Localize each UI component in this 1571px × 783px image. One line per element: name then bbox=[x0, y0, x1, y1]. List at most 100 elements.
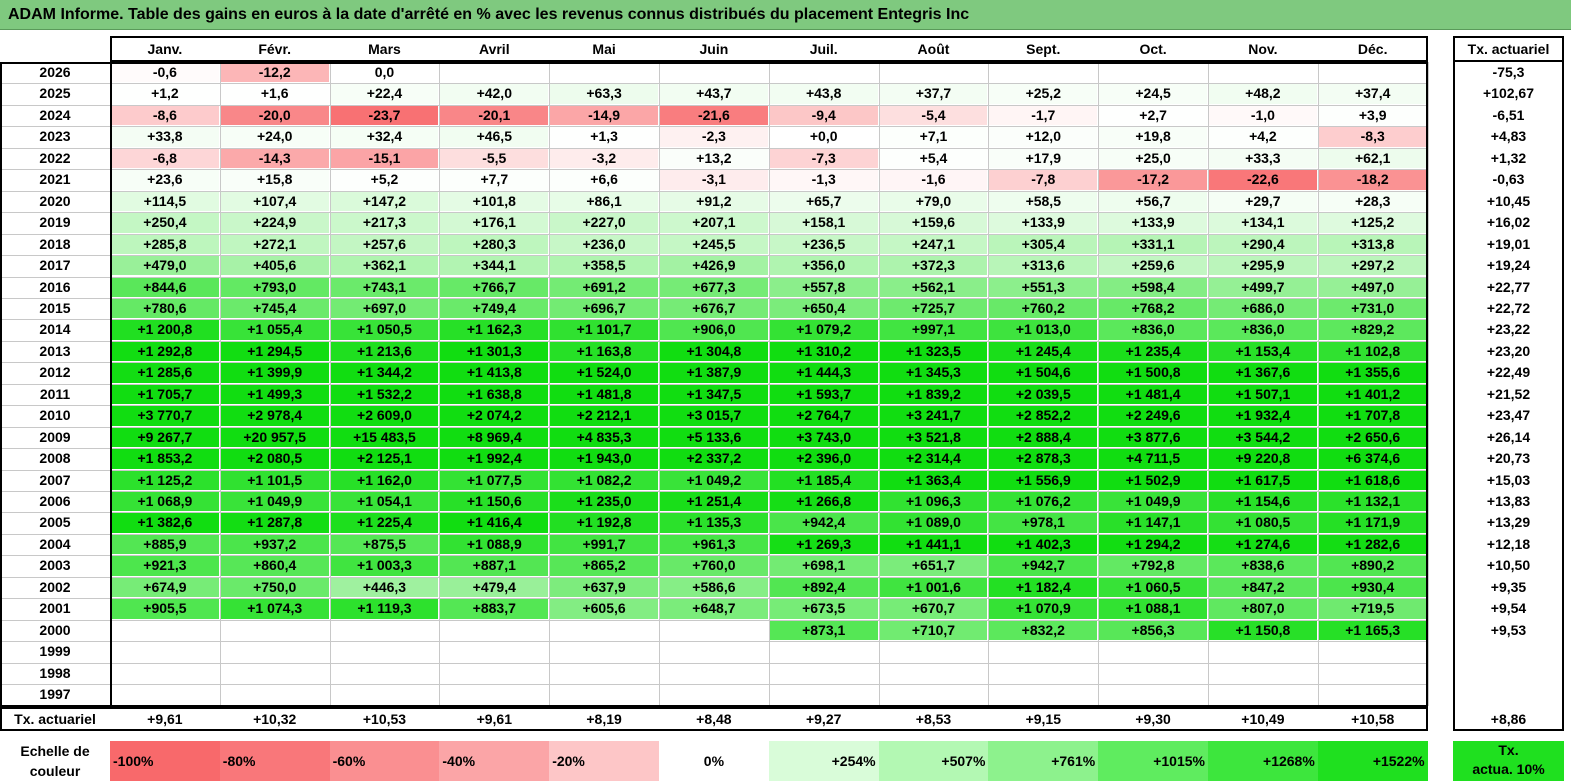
year-label: 2011 bbox=[39, 385, 71, 402]
gain-cell: +224,9 bbox=[220, 213, 329, 233]
gain-cell: -2,3 bbox=[660, 127, 768, 147]
gain-cell: +2 337,2 bbox=[660, 449, 768, 469]
gain-cell: +978,1 bbox=[989, 513, 1098, 533]
gain-cell: +3 544,2 bbox=[1209, 427, 1317, 448]
gain-cell: +768,2 bbox=[1099, 298, 1207, 319]
grid-line bbox=[0, 276, 1428, 278]
gain-cell: +865,2 bbox=[550, 556, 658, 576]
gain-cell: +1 089,0 bbox=[879, 513, 988, 533]
gain-cell: +250,4 bbox=[111, 213, 219, 233]
gain-cell bbox=[220, 620, 329, 641]
grid-line bbox=[0, 169, 1428, 171]
year-label: 2016 bbox=[39, 278, 71, 295]
gain-cell: +1 003,3 bbox=[330, 556, 439, 576]
gain-cell: +0,0 bbox=[769, 127, 878, 147]
row-rate bbox=[1453, 663, 1564, 684]
gain-cell: +1 119,3 bbox=[330, 599, 439, 619]
gain-cell: +1 050,5 bbox=[330, 320, 439, 340]
gain-cell: +1 162,0 bbox=[330, 470, 439, 490]
gain-cell: +1 096,3 bbox=[879, 492, 988, 512]
year-label: 2024 bbox=[39, 106, 71, 123]
gain-cell: +1 310,2 bbox=[769, 341, 878, 362]
gain-cell: -21,6 bbox=[660, 105, 768, 126]
grid-line bbox=[0, 62, 1428, 63]
gain-cell: -6,8 bbox=[111, 148, 219, 169]
gain-cell bbox=[1209, 663, 1317, 684]
gain-cell: +1 182,4 bbox=[989, 577, 1098, 598]
rate-header: Tx. actuariel bbox=[1453, 36, 1564, 62]
gain-cell: +2 074,2 bbox=[440, 406, 549, 426]
gain-cell: +42,0 bbox=[440, 84, 549, 104]
gain-cell: +1 402,3 bbox=[989, 534, 1098, 555]
year-label: 2018 bbox=[39, 235, 71, 252]
legend-swatch: +254% bbox=[768, 741, 879, 781]
gain-cell: +356,0 bbox=[769, 256, 878, 276]
gain-cell bbox=[989, 663, 1098, 684]
row-rate: +22,72 bbox=[1486, 299, 1531, 316]
gain-cell bbox=[1209, 685, 1317, 705]
gain-cell bbox=[550, 663, 658, 684]
gain-cell: +22,4 bbox=[330, 84, 439, 104]
gain-cell: +5,4 bbox=[879, 148, 988, 169]
gain-cell: +20 957,5 bbox=[220, 427, 329, 448]
gain-cell: +780,6 bbox=[111, 298, 219, 319]
gain-cell: +605,6 bbox=[550, 599, 658, 619]
row-rate: +13,29 bbox=[1486, 514, 1531, 531]
gain-cell: -14,9 bbox=[550, 105, 658, 126]
gain-cell: +749,4 bbox=[440, 298, 549, 319]
gain-cell: +227,0 bbox=[550, 213, 658, 233]
gain-cell: +731,0 bbox=[1318, 298, 1427, 319]
year-label: 2021 bbox=[39, 171, 71, 188]
gain-cell: +997,1 bbox=[879, 320, 988, 340]
gain-cell: +63,3 bbox=[550, 84, 658, 104]
footer-rate: +8,53 bbox=[915, 711, 952, 727]
gain-cell: +1 344,2 bbox=[330, 363, 439, 383]
gain-cell: +1 165,3 bbox=[1318, 620, 1427, 641]
gain-cell: +906,0 bbox=[660, 320, 768, 340]
month-header: Déc. bbox=[1317, 36, 1428, 62]
legend-swatch: -40% bbox=[439, 741, 550, 781]
gain-cell: +1 251,4 bbox=[660, 492, 768, 512]
grid-line bbox=[0, 319, 1428, 321]
gain-cell: +991,7 bbox=[550, 534, 658, 555]
gain-cell: +1 079,2 bbox=[769, 320, 878, 340]
gain-cell: +2 314,4 bbox=[879, 449, 988, 469]
gain-cell: +1 441,1 bbox=[879, 534, 988, 555]
gain-cell: +1 285,6 bbox=[111, 363, 219, 383]
gain-cell: +32,4 bbox=[330, 127, 439, 147]
gain-cell: +133,9 bbox=[989, 213, 1098, 233]
month-header: Avril bbox=[439, 36, 550, 62]
gain-cell: +691,2 bbox=[550, 277, 658, 297]
gain-cell: +147,2 bbox=[330, 191, 439, 212]
gain-cell: -3,2 bbox=[550, 148, 658, 169]
row-rate bbox=[1453, 641, 1564, 662]
row-rate: +19,24 bbox=[1486, 257, 1531, 274]
gain-cell bbox=[550, 685, 658, 705]
gain-cell: +1 082,2 bbox=[550, 470, 658, 490]
gain-cell: +766,7 bbox=[440, 277, 549, 297]
gain-cell bbox=[440, 685, 549, 705]
gain-cell: +2 852,2 bbox=[989, 406, 1098, 426]
gain-cell bbox=[111, 620, 219, 641]
year-label: 2010 bbox=[39, 407, 71, 424]
row-rate: +12,18 bbox=[1486, 535, 1531, 552]
gain-cell: +331,1 bbox=[1099, 234, 1207, 255]
row-rate: +23,20 bbox=[1486, 342, 1531, 359]
footer-label: Tx. actuariel bbox=[14, 711, 96, 727]
gain-cell: +1 282,6 bbox=[1318, 534, 1427, 555]
gain-cell: +37,7 bbox=[879, 84, 988, 104]
gain-cell: +29,7 bbox=[1209, 191, 1317, 212]
year-label: 2025 bbox=[39, 85, 71, 102]
gain-cell: +101,8 bbox=[440, 191, 549, 212]
gain-cell: +65,7 bbox=[769, 191, 878, 212]
gain-cell bbox=[550, 620, 658, 641]
gain-cell bbox=[660, 685, 768, 705]
gain-cell: +856,3 bbox=[1099, 620, 1207, 641]
gain-cell: +838,6 bbox=[1209, 556, 1317, 576]
gain-cell: +313,8 bbox=[1318, 234, 1427, 255]
row-rate: -6,51 bbox=[1492, 106, 1525, 123]
gain-cell: +760,0 bbox=[660, 556, 768, 576]
gain-cell: +676,7 bbox=[660, 298, 768, 319]
gain-cell: +836,0 bbox=[1209, 320, 1317, 340]
gain-cell: +829,2 bbox=[1318, 320, 1427, 340]
